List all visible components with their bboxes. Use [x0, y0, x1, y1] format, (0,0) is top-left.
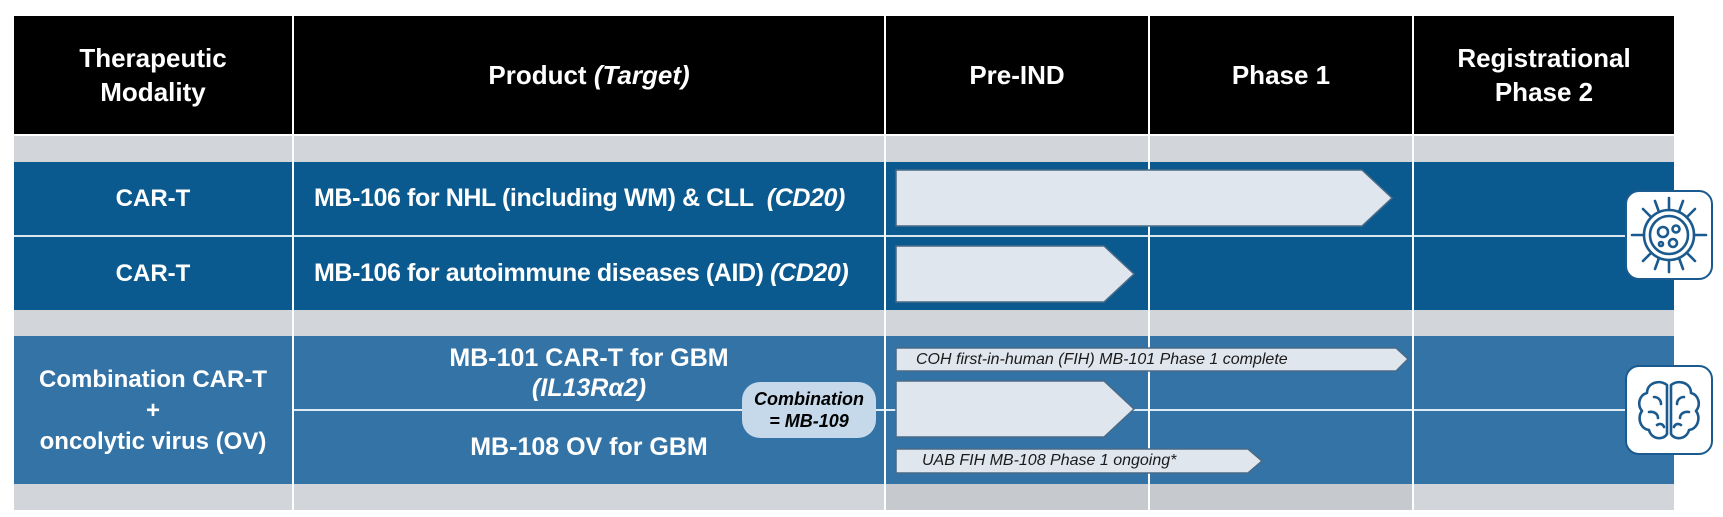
- row1-product-target: (CD20): [766, 184, 846, 212]
- row1-product-name: MB-106 for NHL (including WM) & CLL: [314, 184, 754, 212]
- row2-progress-arrow: [895, 245, 1136, 303]
- row2-modality: CAR-T: [115, 260, 191, 287]
- row-divider-1: [14, 235, 1674, 237]
- combination-note-top: COH first-in-human (FIH) MB-101 Phase 1 …: [916, 351, 1288, 368]
- header-pre-ind: Pre-IND: [886, 16, 1148, 134]
- brain-icon: [1625, 365, 1713, 455]
- column-divider-1: [292, 16, 294, 510]
- column-divider-3: [1148, 16, 1150, 510]
- header-product-target: (Target): [593, 60, 690, 90]
- combination-badge-line1: Combination: [754, 389, 864, 409]
- column-divider-4: [1412, 16, 1414, 510]
- combination-product-b: MB-108 OV for GBM: [470, 433, 708, 461]
- combination-modality-line3: oncolytic virus (OV): [39, 427, 267, 455]
- combination-badge: Combination = MB-109: [742, 382, 876, 438]
- combination-modality: Combination CAR-T + oncolytic virus (OV): [14, 336, 292, 484]
- header-modality: Therapeutic Modality: [14, 16, 292, 134]
- combination-progress-arrow: [895, 380, 1136, 438]
- combination-modality-line1: Combination CAR-T: [39, 365, 267, 393]
- column-divider-2: [884, 16, 886, 510]
- combination-product-a-target: (IL13Rα2): [531, 373, 647, 402]
- header-phase2: Registrational Phase 2: [1414, 16, 1674, 134]
- combination-note-top-arrow: [895, 347, 1410, 372]
- virus-icon: [1625, 190, 1713, 280]
- header-product-label: Product: [488, 60, 587, 90]
- combination-badge-line2: = MB-109: [769, 411, 849, 431]
- row1-product: MB-106 for NHL (including WM) & CLL (CD2…: [294, 162, 884, 235]
- combination-product-a: MB-101 CAR-T for GBM (IL13Rα2): [294, 336, 884, 409]
- row2-product-name: MB-106 for autoimmune diseases (AID): [314, 259, 764, 287]
- row2-product-target: (CD20): [770, 259, 849, 287]
- row2-product: MB-106 for autoimmune diseases (AID) (CD…: [294, 237, 884, 310]
- row1-progress-arrow: [895, 169, 1394, 227]
- combination-note-bottom: UAB FIH MB-108 Phase 1 ongoing*: [922, 452, 1177, 469]
- row1-modality: CAR-T: [115, 185, 191, 212]
- combination-note-bottom-arrow: [895, 448, 1264, 474]
- header-phase1: Phase 1: [1150, 16, 1412, 134]
- combination-modality-line2: +: [145, 396, 160, 424]
- combination-product-a-name: MB-101 CAR-T for GBM: [449, 343, 729, 372]
- header-product: Product (Target): [294, 16, 884, 134]
- separator-top: [14, 136, 1674, 162]
- separator-middle: [14, 310, 1674, 336]
